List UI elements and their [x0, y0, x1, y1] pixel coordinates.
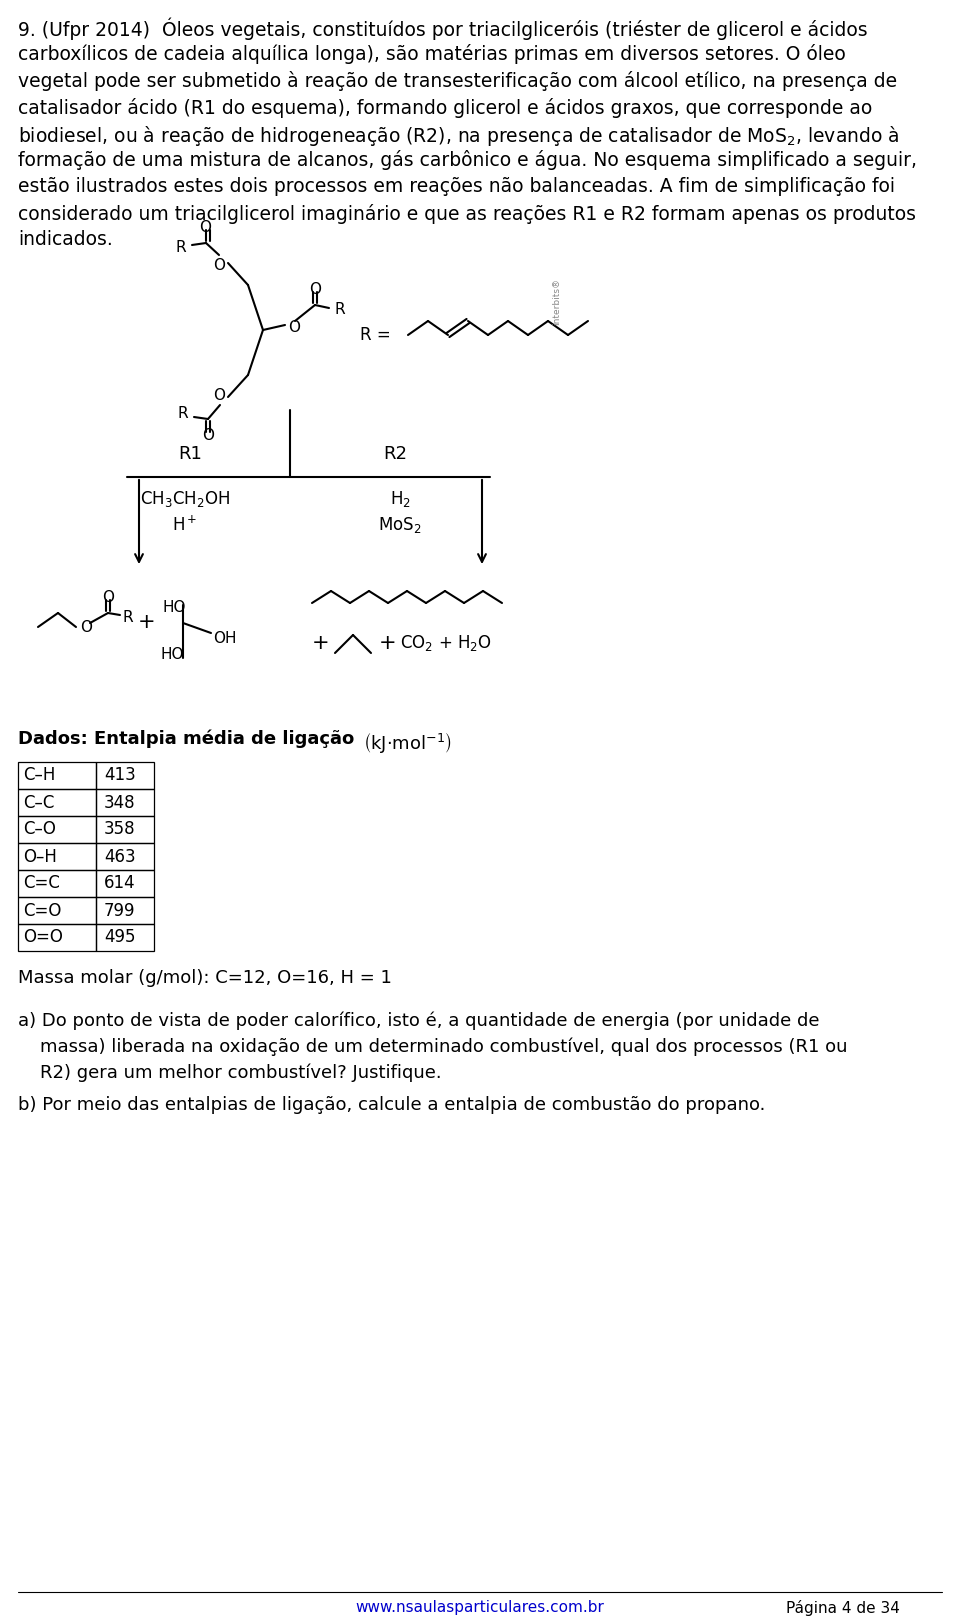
Text: estão ilustrados estes dois processos em reações não balanceadas. A fim de simpl: estão ilustrados estes dois processos em…	[18, 177, 895, 196]
Bar	[96, 924, 154, 952]
Bar	[18, 843, 96, 870]
Bar	[18, 870, 96, 896]
Text: indicados.: indicados.	[18, 230, 112, 250]
Text: C–O: C–O	[23, 820, 56, 838]
Text: $\left(\mathrm{kJ{\cdot}mol^{-1}}\right)$: $\left(\mathrm{kJ{\cdot}mol^{-1}}\right)…	[363, 729, 452, 755]
Text: b) Por meio das entalpias de ligação, calcule a entalpia de combustão do propano: b) Por meio das entalpias de ligação, ca…	[18, 1096, 765, 1115]
Text: R: R	[123, 609, 133, 624]
Text: Massa molar (g/mol): C=12, O=16, H = 1: Massa molar (g/mol): C=12, O=16, H = 1	[18, 969, 392, 987]
Text: H$_2$: H$_2$	[390, 490, 411, 509]
Text: formação de uma mistura de alcanos, gás carbônico e água. No esquema simplificad: formação de uma mistura de alcanos, gás …	[18, 151, 917, 170]
Text: www.nsaulasparticulares.com.br: www.nsaulasparticulares.com.br	[355, 1600, 605, 1615]
Text: O: O	[213, 258, 225, 272]
Text: massa) liberada na oxidação de um determinado combustível, qual dos processos (R: massa) liberada na oxidação de um determ…	[40, 1037, 848, 1055]
Text: catalisador ácido (R1 do esquema), formando glicerol e ácidos graxos, que corres: catalisador ácido (R1 do esquema), forma…	[18, 97, 873, 117]
Text: R2: R2	[383, 446, 407, 464]
Text: 358: 358	[104, 820, 135, 838]
Text: MoS$_2$: MoS$_2$	[378, 515, 421, 535]
Text: HO: HO	[160, 647, 183, 661]
Text: R2) gera um melhor combustível? Justifique.: R2) gera um melhor combustível? Justifiq…	[40, 1063, 442, 1083]
Text: R1: R1	[178, 446, 202, 464]
Bar	[18, 815, 96, 843]
Text: vegetal pode ser submetido à reação de transesterificação com álcool etílico, na: vegetal pode ser submetido à reação de t…	[18, 71, 898, 91]
Bar	[96, 815, 154, 843]
Text: HO: HO	[163, 600, 186, 614]
Bar	[96, 870, 154, 896]
Text: 413: 413	[104, 767, 135, 785]
Text: CH$_3$CH$_2$OH: CH$_3$CH$_2$OH	[140, 490, 230, 509]
Text: 463: 463	[104, 848, 135, 866]
Bar	[18, 789, 96, 815]
Bar	[18, 762, 96, 789]
Text: interbits®: interbits®	[552, 277, 561, 324]
Text: 9. (Ufpr 2014)  Óleos vegetais, constituídos por triacilgliceróis (triéster de g: 9. (Ufpr 2014) Óleos vegetais, constituí…	[18, 18, 868, 41]
Text: R =: R =	[360, 326, 391, 344]
Text: O: O	[102, 590, 114, 605]
Text: H$^+$: H$^+$	[172, 515, 198, 535]
Text: Dados: Entalpia média de ligação: Dados: Entalpia média de ligação	[18, 729, 361, 749]
Text: R: R	[178, 407, 188, 421]
Bar	[18, 924, 96, 952]
Text: O: O	[199, 219, 211, 235]
Bar	[96, 762, 154, 789]
Text: O: O	[202, 428, 214, 443]
Bar	[96, 896, 154, 924]
Text: +: +	[312, 632, 329, 653]
Text: considerado um triacilglicerol imaginário e que as reações R1 e R2 formam apenas: considerado um triacilglicerol imaginári…	[18, 204, 916, 224]
Text: C–H: C–H	[23, 767, 56, 785]
Text: biodiesel, ou à reação de hidrogeneação (R2), na presença de catalisador de MoS$: biodiesel, ou à reação de hidrogeneação …	[18, 123, 900, 148]
Text: 495: 495	[104, 929, 135, 947]
Text: O: O	[288, 319, 300, 334]
Text: Página 4 de 34: Página 4 de 34	[786, 1600, 900, 1616]
Text: 614: 614	[104, 874, 135, 893]
Text: O: O	[213, 387, 225, 402]
Text: 799: 799	[104, 901, 135, 919]
Text: +: +	[379, 632, 396, 653]
Text: carboxílicos de cadeia alquílica longa), são matérias primas em diversos setores: carboxílicos de cadeia alquílica longa),…	[18, 44, 846, 65]
Text: O–H: O–H	[23, 848, 57, 866]
Text: +: +	[138, 613, 156, 632]
Bar	[18, 896, 96, 924]
Text: O: O	[309, 282, 321, 297]
Text: OH: OH	[213, 631, 236, 647]
Text: R: R	[176, 240, 186, 256]
Bar	[96, 789, 154, 815]
Text: C=O: C=O	[23, 901, 61, 919]
Text: a) Do ponto de vista de poder calorífico, isto é, a quantidade de energia (por u: a) Do ponto de vista de poder calorífico…	[18, 1012, 820, 1029]
Text: C=C: C=C	[23, 874, 60, 893]
Text: CO$_2$ + H$_2$O: CO$_2$ + H$_2$O	[400, 632, 492, 653]
Text: 348: 348	[104, 794, 135, 812]
Text: R: R	[335, 303, 346, 318]
Text: O=O: O=O	[23, 929, 62, 947]
Bar	[96, 843, 154, 870]
Text: O: O	[80, 621, 92, 635]
Text: C–C: C–C	[23, 794, 55, 812]
